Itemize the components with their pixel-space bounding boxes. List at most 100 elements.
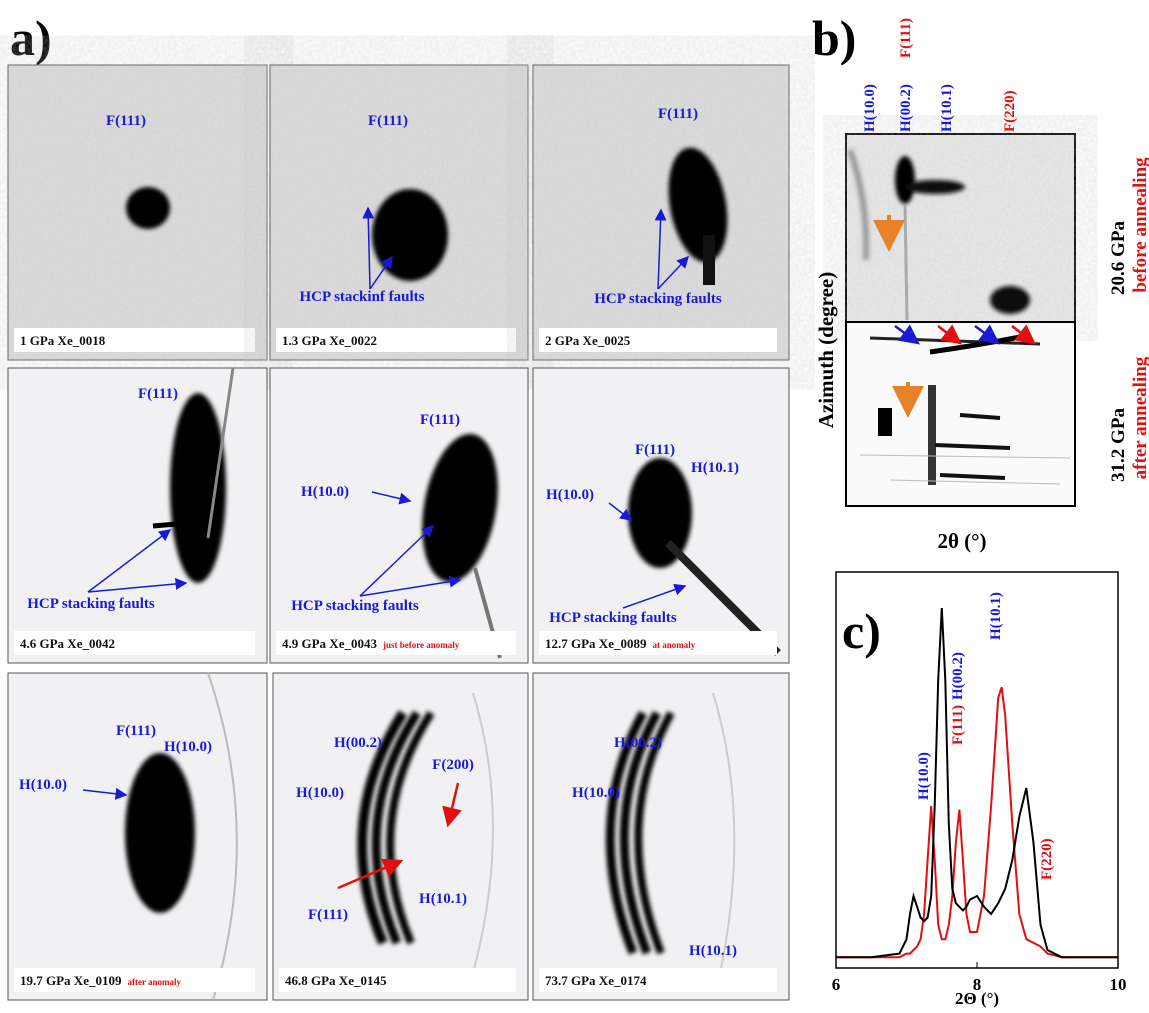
- caption-box: [14, 631, 255, 655]
- panel-label: a): [10, 10, 52, 66]
- arrow: [608, 502, 633, 521]
- pressure-label: 20.6 GPa: [1108, 221, 1129, 295]
- image-tile: F(111) HCP stackinf faults 1.3 GPa Xe_0022: [269, 64, 529, 361]
- pressure-label: 31.2 GPa: [1108, 408, 1129, 482]
- arrow: [442, 782, 462, 828]
- diffraction-ring: [371, 710, 421, 945]
- peak-label: H(10.0): [296, 785, 344, 801]
- diffraction-spot: [372, 189, 448, 281]
- x-tick-label: 10: [1110, 975, 1127, 994]
- caption-text: 19.7 GPa Xe_0109: [20, 973, 122, 988]
- image-tile: F(111) H(10.1) H(10.0) HCP stacking faults 1…: [532, 367, 790, 664]
- caption-text: 2 GPa Xe_0025: [545, 333, 631, 348]
- diffraction-ring: [634, 711, 675, 955]
- peak-annotation: H(10.0): [916, 752, 932, 800]
- peak-label: F(111): [368, 113, 408, 129]
- arrow: [359, 524, 435, 597]
- diffraction-ring: [207, 672, 238, 1001]
- peak-label: H(10.1): [691, 460, 739, 476]
- arrow: [369, 255, 393, 290]
- caption-note: after anomaly: [127, 977, 181, 987]
- peak-label: HCP stackinf faults: [299, 289, 424, 305]
- peak-label: F(111): [138, 386, 178, 402]
- peak-label: HCP stacking faults: [594, 291, 722, 307]
- caption-text: 46.8 GPa Xe_0145: [285, 973, 387, 988]
- image-tile: H(00.2) F(200) H(10.0) F(111) H(10.1) 46.8 GP…: [272, 672, 529, 1001]
- diffraction-spot: [125, 753, 195, 913]
- peak-label: H(10.0): [546, 487, 594, 503]
- peak-label: H(10.0): [572, 785, 620, 801]
- peak-label: F(111): [420, 412, 460, 428]
- peak-label: F(111): [116, 723, 156, 739]
- peak-label: H(10.1): [419, 891, 467, 907]
- diffraction-ring: [357, 710, 408, 945]
- caption: 1.3 GPa Xe_0022: [282, 333, 377, 348]
- panel-label: c): [842, 603, 881, 659]
- peak-label: F(200): [432, 757, 474, 773]
- diffraction-image: [845, 133, 1076, 507]
- caption-note: just before anomaly: [382, 640, 460, 650]
- data-line: [836, 607, 1118, 959]
- x-tick-label: 8: [973, 975, 982, 994]
- peak-label: HCP stacking faults: [291, 598, 419, 614]
- peak-label: H(10.0): [164, 739, 212, 755]
- caption: 4.6 GPa Xe_0042: [20, 636, 115, 651]
- image-tile: F(111) H(10.0) HCP stacking faults 4.9 GPa …: [269, 367, 529, 664]
- image-tile: F(111) HCP stacking faults 4.6 GPa Xe_0042: [7, 367, 268, 664]
- image-tile: F(111) 1 GPa Xe_0018: [7, 64, 268, 361]
- peak-label: H(10.0): [862, 84, 878, 132]
- data-line: [836, 686, 1118, 959]
- caption-box: [276, 328, 516, 352]
- peak-annotation: H(10.1): [988, 592, 1004, 640]
- panel-label: b): [812, 10, 856, 66]
- caption-text: 1.3 GPa Xe_0022: [282, 333, 377, 348]
- caption-box: [539, 968, 777, 992]
- caption: 46.8 GPa Xe_0145: [285, 973, 387, 988]
- peak-label: H(10.1): [689, 943, 737, 959]
- caption: 4.9 GPa Xe_0043 just before anomaly: [282, 636, 460, 651]
- caption-box: [539, 328, 777, 352]
- diffraction-ring: [619, 710, 661, 955]
- arrow: [654, 208, 667, 290]
- caption-text: 4.6 GPa Xe_0042: [20, 636, 115, 651]
- arrow: [657, 255, 690, 290]
- x-axis-label: 2Θ (°): [955, 989, 999, 1008]
- arrow: [87, 577, 188, 593]
- caption: 19.7 GPa Xe_0109 after anomaly: [20, 973, 182, 988]
- peak-label: HCP stacking faults: [27, 596, 155, 612]
- peak-label: F(111): [635, 442, 675, 458]
- diffraction-ring: [386, 710, 435, 945]
- arrow: [359, 575, 462, 597]
- peak-label: F(220): [1002, 90, 1018, 132]
- peak-label: H(10.0): [301, 484, 349, 500]
- diffraction-ring: [472, 692, 494, 974]
- peak-annotation: F(220): [1039, 838, 1055, 880]
- x-axis-label: 2θ (°): [937, 529, 986, 553]
- caption-text: 73.7 GPa Xe_0174: [545, 973, 647, 988]
- caption-box: [539, 631, 777, 655]
- arrow: [82, 787, 128, 800]
- peak-label: F(111): [106, 113, 146, 129]
- caption-box: [276, 631, 516, 655]
- x-tick-label: 6: [832, 975, 841, 994]
- caption: 2 GPa Xe_0025: [545, 333, 631, 348]
- arrow: [362, 206, 375, 290]
- peak-label: HCP stacking faults: [549, 610, 677, 626]
- tile-background: [7, 367, 268, 664]
- condition-label: after annealing: [1130, 356, 1149, 479]
- peak-label: H(10.0): [19, 777, 67, 793]
- diffraction-spot: [628, 458, 692, 568]
- peak-label: H(00.2): [614, 735, 662, 751]
- caption: 12.7 GPa Xe_0089 at anomaly: [545, 636, 696, 651]
- peak-label: H(10.1): [939, 84, 955, 132]
- caption-text: 12.7 GPa Xe_0089: [545, 636, 647, 651]
- caption-note: at anomaly: [652, 640, 695, 650]
- diffraction-spot: [668, 147, 728, 263]
- caption: 1 GPa Xe_0018: [20, 333, 106, 348]
- diffraction-streak: [206, 367, 235, 539]
- diffraction-spot: [422, 433, 498, 583]
- peak-label: H(00.2): [334, 735, 382, 751]
- diffraction-streak: [152, 520, 189, 529]
- caption-box: [14, 968, 255, 992]
- caption-text: 4.9 GPa Xe_0043: [282, 636, 377, 651]
